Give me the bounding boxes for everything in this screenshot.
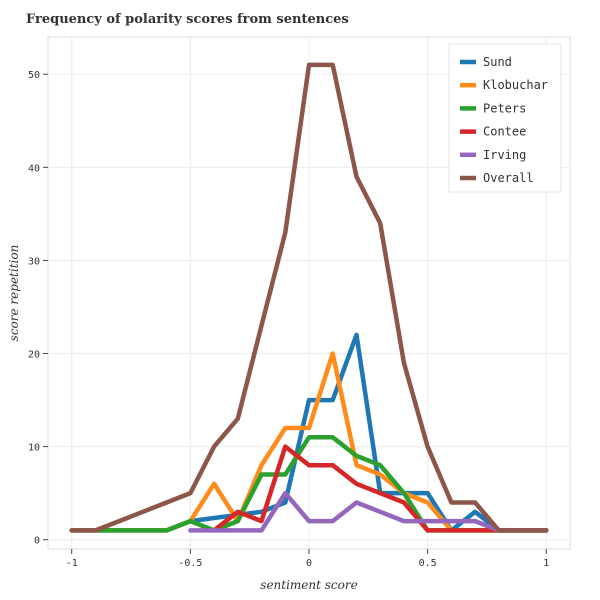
- y-tick-label-5: 50: [28, 70, 40, 81]
- x-axis-label: sentiment score: [260, 578, 357, 592]
- x-tick-label-3: 0.5: [419, 558, 437, 569]
- legend-label-contee: Contee: [483, 125, 526, 139]
- legend-label-overall: Overall: [483, 171, 534, 185]
- legend-label-peters: Peters: [483, 101, 526, 115]
- x-tick-label-2: 0: [306, 558, 312, 569]
- legend-label-irving: Irving: [483, 148, 526, 162]
- grid-lines: [48, 37, 570, 549]
- x-tick-label-4: 1: [543, 558, 549, 569]
- legend-label-klobuchar: Klobuchar: [483, 78, 548, 92]
- legend-box: [448, 43, 562, 193]
- series-line-contee: [211, 444, 549, 533]
- y-tick-label-0: 0: [34, 536, 40, 547]
- x-tick-label-1: -0.5: [178, 558, 202, 569]
- y-tick-label-4: 40: [28, 163, 40, 174]
- x-tick-label-0: -1: [66, 558, 78, 569]
- y-tick-label-1: 10: [28, 443, 40, 454]
- y-tick-label-2: 20: [28, 350, 40, 361]
- series-line-irving: [188, 490, 549, 533]
- legend: Sund Klobuchar Peters Contee Irving Overall: [448, 43, 562, 193]
- y-tick-label-3: 30: [28, 256, 40, 267]
- chart-title: Frequency of polarity scores from senten…: [26, 12, 349, 27]
- legend-label-sund: Sund: [483, 55, 512, 69]
- series-lines: [69, 62, 549, 533]
- y-axis-label: score repetition: [7, 245, 21, 342]
- series-line-overall: [69, 62, 549, 533]
